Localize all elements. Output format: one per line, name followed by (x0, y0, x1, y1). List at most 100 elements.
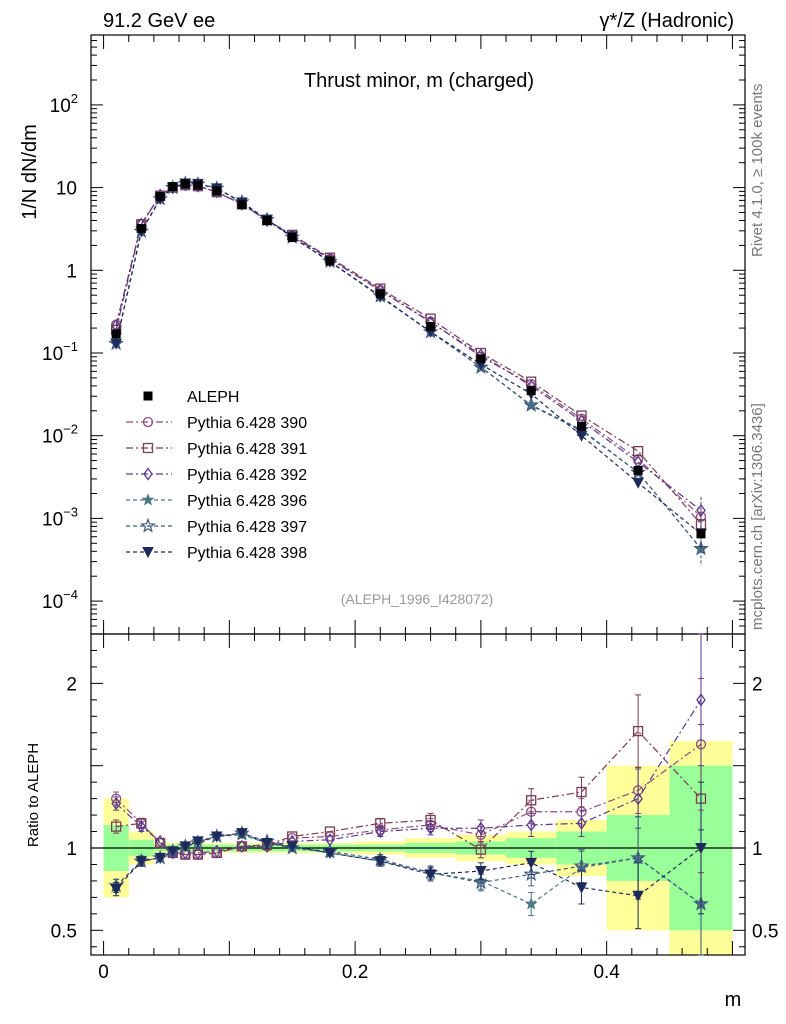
main-point-s4-16 (630, 464, 646, 480)
data-point-2 (155, 192, 165, 202)
ratio-y-tick-label-left-0: 0.5 (51, 921, 77, 942)
ratio-point-s2-17 (696, 693, 706, 707)
ratio-point-s5-5 (192, 836, 204, 848)
ratio-point-s1-16 (632, 725, 644, 737)
ratio-point-s5-1 (135, 856, 148, 868)
ratio-point-s5-4 (179, 841, 192, 853)
ratio-point-s5-15 (575, 882, 588, 894)
ratio-point-s4-14 (523, 866, 540, 882)
data-point-14 (526, 386, 536, 396)
ratio-point-s5-13 (475, 866, 487, 878)
ratio-y-tick-label-left-2: 2 (66, 674, 77, 695)
ratio-frame (90, 633, 746, 956)
data-point-6 (212, 186, 222, 196)
ratio-point-s2-0 (111, 796, 121, 811)
ratio-point-s1-10 (324, 826, 336, 837)
ratio-point-s2-12 (425, 821, 436, 835)
data-point-5 (193, 180, 203, 190)
ratio-point-s4-16 (630, 849, 646, 865)
ratio-point-s5-12 (424, 869, 437, 881)
legend-marker-4 (140, 517, 156, 533)
legend-marker-data (143, 391, 153, 401)
ratio-point-s5-8 (261, 838, 273, 850)
ratio-point-s2-1 (136, 819, 147, 834)
legend-label-5: Pythia 6.428 398 (187, 545, 307, 562)
header-right: γ*/Z (Hadronic) (600, 10, 734, 32)
legend-label-3: Pythia 6.428 396 (187, 493, 307, 510)
ratio-y-axis-label: Ratio to ALEPH (25, 743, 42, 847)
main-y-tick-label-2: 10−2 (42, 422, 78, 448)
main-point-s5-16 (632, 477, 644, 489)
main-point-s5-0 (110, 338, 122, 350)
main-y-tick-label-5: 10 (56, 179, 77, 200)
data-point-0 (111, 329, 121, 339)
ratio-point-s5-7 (236, 828, 248, 840)
header-left: 91.2 GeV ee (103, 10, 215, 32)
ratio-y-tick-label-right-1: 1 (752, 839, 763, 860)
legend-marker-5 (142, 547, 154, 559)
ratio-point-s5-3 (166, 846, 179, 858)
main-y-tick-label-3: 10−1 (42, 339, 78, 365)
ratio-point-s2-5 (193, 846, 203, 860)
legend-marker-1 (142, 442, 154, 454)
main-y-tick-label-4: 1 (66, 261, 77, 282)
data-point-12 (426, 321, 436, 331)
legend-marker-0 (142, 416, 154, 428)
ratio-point-s3-14 (524, 897, 538, 910)
ratio-y-tick-label-right-2: 2 (752, 674, 763, 695)
ratio-point-s5-17 (695, 843, 707, 855)
data-point-4 (180, 179, 190, 189)
main-point-s5-15 (575, 430, 588, 442)
data-point-3 (168, 182, 178, 192)
data-point-9 (287, 232, 297, 242)
ratio-point-s2-11 (375, 824, 386, 839)
legend-label-0: Pythia 6.428 390 (187, 415, 307, 432)
data-point-8 (262, 215, 272, 225)
ratio-point-s5-16 (632, 890, 644, 902)
main-plot-area: 10−4 10−3 10−2 10−1 1 10 102 (42, 34, 746, 635)
ratio-point-s2-13 (476, 821, 486, 835)
ratio-point-s5-0 (110, 884, 122, 896)
legend-label-2: Pythia 6.428 392 (187, 467, 307, 484)
x-axis-label: m (725, 989, 742, 1011)
ratio-point-s5-10 (324, 847, 336, 860)
analysis-watermark: (ALEPH_1996_I428072) (341, 591, 494, 607)
data-point-16 (633, 465, 643, 475)
legend: ALEPH Pythia 6.428 390 Pythia 6.428 391 Pyt… (126, 389, 307, 562)
x-tick-label-2: 0.4 (593, 962, 620, 983)
ratio-point-s2-16 (633, 792, 643, 806)
legend-label-data: ALEPH (187, 389, 239, 406)
main-series-line-5 (115, 182, 702, 535)
ratio-point-s5-14 (525, 857, 538, 869)
ratio-point-s2-2 (155, 834, 165, 849)
x-tick-label-0: 0 (98, 962, 109, 983)
ratio-series-line-5 (115, 832, 702, 897)
ratio-series-line-2 (115, 699, 702, 854)
ratio-y-tick-label-right-0: 0.5 (752, 921, 778, 942)
ratio-point-s5-9 (286, 841, 299, 853)
main-y-axis-label: 1/N dN/dm (19, 124, 41, 220)
main-y-tick-label-0: 10−4 (42, 587, 78, 613)
data-point-10 (325, 256, 335, 266)
ratio-point-s5-11 (374, 856, 387, 868)
main-y-tick-label-1: 10−3 (42, 504, 78, 530)
data-point-15 (577, 421, 586, 431)
ratio-point-s2-14 (526, 818, 536, 832)
data-point-17 (696, 529, 706, 539)
data-point-1 (136, 224, 146, 234)
main-point-s1-14 (526, 376, 537, 387)
ratio-point-s4-15 (573, 857, 590, 873)
data-point-11 (375, 289, 385, 299)
ratio-point-s1-14 (526, 795, 537, 806)
legend-label-1: Pythia 6.428 391 (187, 441, 307, 458)
side-label-rivet: Rivet 4.1.0, ≥ 100k events (749, 84, 766, 257)
ratio-point-s5-6 (210, 831, 223, 843)
ratio-point-s2-6 (211, 844, 222, 858)
side-label-mcplots: mcplots.cern.ch [arXiv:1306.3436] (749, 403, 766, 630)
legend-label-4: Pythia 6.428 397 (187, 519, 307, 536)
ratio-point-s1-0 (111, 821, 122, 832)
main-point-s4-14 (523, 396, 540, 412)
ratio-point-s1-13 (475, 844, 487, 855)
ratio-point-s4-13 (473, 874, 489, 890)
